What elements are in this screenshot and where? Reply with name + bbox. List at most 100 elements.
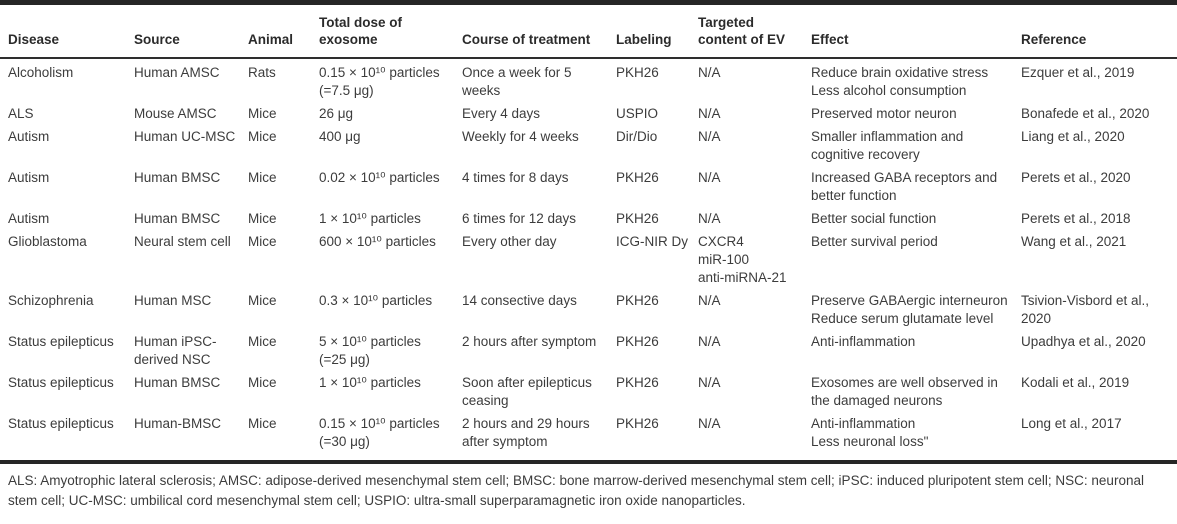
- table-row: ALS Mouse AMSC Mice 26 μg Every 4 days U…: [0, 100, 1177, 123]
- cell-effect: Better social function: [811, 211, 937, 226]
- table-row: Schizophrenia Human MSC Mice 0.3 × 10¹⁰ …: [0, 287, 1177, 328]
- cell-effect: Preserved motor neuron: [811, 106, 957, 121]
- cell-effect: Preserve GABAergic interneuron Reduce se…: [811, 293, 1008, 326]
- cell-course: Soon after epilepticus ceasing: [462, 375, 592, 408]
- cell-reference: Kodali et al., 2019: [1021, 375, 1130, 390]
- cell-targeted-content: N/A: [698, 129, 721, 144]
- cell-disease: Alcoholism: [8, 65, 74, 80]
- cell-targeted-content: N/A: [698, 65, 721, 80]
- cell-source: Mouse AMSC: [134, 106, 217, 121]
- cell-animal: Mice: [248, 293, 277, 308]
- cell-labeling: PKH26: [616, 334, 659, 349]
- cell-animal: Mice: [248, 211, 277, 226]
- cell-labeling: PKH26: [616, 375, 659, 390]
- cell-labeling: PKH26: [616, 65, 659, 80]
- cell-dose: 400 μg: [319, 129, 361, 144]
- table-row: Status epilepticus Human-BMSC Mice 0.15 …: [0, 410, 1177, 464]
- column-header-animal: Animal: [248, 2, 319, 59]
- column-header-disease: Disease: [0, 2, 134, 59]
- column-header-targeted-content: Targeted content of EV: [698, 2, 811, 59]
- cell-reference: Perets et al., 2018: [1021, 211, 1131, 226]
- cell-course: 6 times for 12 days: [462, 211, 577, 226]
- cell-effect: Exosomes are well observed in the damage…: [811, 375, 998, 408]
- cell-source: Human-BMSC: [134, 410, 248, 464]
- cell-reference: Upadhya et al., 2020: [1021, 334, 1146, 349]
- cell-source: Human BMSC: [134, 211, 221, 226]
- cell-effect: Better survival period: [811, 234, 938, 249]
- cell-course: Weekly for 4 weeks: [462, 129, 579, 144]
- cell-course: 2 hours and 29 hours after symptom: [462, 410, 616, 464]
- cell-course: Once a week for 5 weeks: [462, 65, 572, 98]
- column-header-effect: Effect: [811, 2, 1021, 59]
- cell-effect: Reduce brain oxidative stress Less alcoh…: [811, 65, 989, 98]
- cell-targeted-content: N/A: [698, 410, 811, 464]
- cell-dose: 5 × 10¹⁰ particles (=25 μg): [319, 334, 421, 367]
- cell-course: 4 times for 8 days: [462, 170, 569, 185]
- cell-labeling: PKH26: [616, 211, 659, 226]
- cell-disease: Autism: [8, 170, 50, 185]
- cell-course: 14 consective days: [462, 293, 577, 308]
- cell-targeted-content: CXCR4 miR-100 anti-miRNA-21: [698, 234, 787, 285]
- cell-source: Neural stem cell: [134, 234, 231, 249]
- column-header-reference: Reference: [1021, 2, 1177, 59]
- cell-disease: Status epilepticus: [8, 375, 114, 390]
- cell-reference: Long et al., 2017: [1021, 410, 1177, 464]
- cell-course: Every 4 days: [462, 106, 541, 121]
- cell-labeling: Dir/Dio: [616, 129, 658, 144]
- cell-targeted-content: N/A: [698, 293, 721, 308]
- cell-targeted-content: N/A: [698, 211, 721, 226]
- cell-labeling: USPIO: [616, 106, 659, 121]
- cell-course: Every other day: [462, 234, 557, 249]
- table-row: Autism Human BMSC Mice 1 × 10¹⁰ particle…: [0, 205, 1177, 228]
- cell-reference: Perets et al., 2020: [1021, 170, 1131, 185]
- cell-reference: Wang et al., 2021: [1021, 234, 1127, 249]
- cell-animal: Mice: [248, 170, 277, 185]
- cell-dose: 0.3 × 10¹⁰ particles: [319, 293, 433, 308]
- cell-animal: Mice: [248, 410, 319, 464]
- header-row: Disease Source Animal Total dose of exos…: [0, 2, 1177, 59]
- cell-source: Human BMSC: [134, 170, 221, 185]
- cell-reference: Ezquer et al., 2019: [1021, 65, 1135, 80]
- table-row: Status epilepticus Human iPSC-derived NS…: [0, 328, 1177, 369]
- cell-reference: Bonafede et al., 2020: [1021, 106, 1150, 121]
- cell-labeling: PKH26: [616, 293, 659, 308]
- column-header-total-dose: Total dose of exosome: [319, 2, 462, 59]
- cell-course: 2 hours after symptom: [462, 334, 597, 349]
- cell-effect: Smaller inflammation and cognitive recov…: [811, 129, 964, 162]
- cell-reference: Liang et al., 2020: [1021, 129, 1125, 144]
- cell-targeted-content: N/A: [698, 375, 721, 390]
- cell-targeted-content: N/A: [698, 334, 721, 349]
- cell-dose: 26 μg: [319, 106, 354, 121]
- table-row: Autism Human UC-MSC Mice 400 μg Weekly f…: [0, 123, 1177, 164]
- cell-source: Human AMSC: [134, 65, 220, 80]
- cell-animal: Mice: [248, 106, 277, 121]
- cell-source: Human UC-MSC: [134, 129, 236, 144]
- cell-source: Human MSC: [134, 293, 212, 308]
- exosome-treatment-table: Disease Source Animal Total dose of exos…: [0, 0, 1177, 464]
- cell-effect: Anti-inflammation: [811, 334, 916, 349]
- cell-source: Human BMSC: [134, 375, 221, 390]
- cell-effect: Increased GABA receptors and better func…: [811, 170, 998, 203]
- cell-labeling: ICG-NIR Dy: [616, 234, 688, 249]
- cell-targeted-content: N/A: [698, 170, 721, 185]
- table-row: Autism Human BMSC Mice 0.02 × 10¹⁰ parti…: [0, 164, 1177, 205]
- cell-disease: ALS: [8, 106, 34, 121]
- cell-disease: Schizophrenia: [8, 293, 94, 308]
- cell-dose: 0.02 × 10¹⁰ particles: [319, 170, 440, 185]
- cell-reference: Tsivion-Visbord et al., 2020: [1021, 293, 1150, 326]
- cell-animal: Mice: [248, 334, 277, 349]
- cell-dose: 0.15 × 10¹⁰ particles (=30 μg): [319, 410, 462, 464]
- cell-disease: Autism: [8, 129, 50, 144]
- table-row: Status epilepticus Human BMSC Mice 1 × 1…: [0, 369, 1177, 410]
- cell-disease: Status epilepticus: [8, 334, 114, 349]
- cell-animal: Mice: [248, 234, 277, 249]
- table-row: Glioblastoma Neural stem cell Mice 600 ×…: [0, 228, 1177, 287]
- cell-dose: 600 × 10¹⁰ particles: [319, 234, 436, 249]
- table-footnote: ALS: Amyotrophic lateral sclerosis; AMSC…: [8, 473, 1144, 508]
- column-header-course: Course of treatment: [462, 2, 616, 59]
- cell-targeted-content: N/A: [698, 106, 721, 121]
- cell-labeling: PKH26: [616, 170, 659, 185]
- cell-dose: 1 × 10¹⁰ particles: [319, 375, 421, 390]
- cell-labeling: PKH26: [616, 410, 698, 464]
